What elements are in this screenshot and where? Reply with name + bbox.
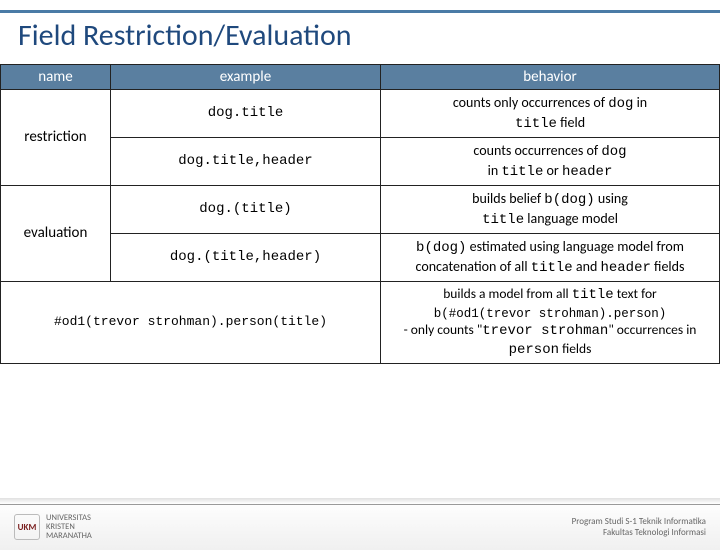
slide-footer: UKM UNIVERSITAS KRISTEN MARANATHA Progra… (0, 504, 720, 550)
table-row: evaluation dog.(title) builds belief b(d… (1, 186, 720, 234)
behavior-cell: builds a model from all title text for b… (381, 282, 720, 364)
col-header-behavior: behavior (381, 65, 720, 90)
example-cell: dog.title (111, 90, 381, 138)
accent-line (0, 10, 720, 13)
example-cell: dog.title,header (111, 138, 381, 186)
table-row: #od1(trevor strohman).person(title) buil… (1, 282, 720, 364)
university-logo-icon: UKM (14, 514, 40, 540)
behavior-cell: b(dog) estimated using language model fr… (381, 234, 720, 282)
university-name: UNIVERSITAS KRISTEN MARANATHA (46, 514, 92, 541)
example-cell: dog.(title,header) (111, 234, 381, 282)
behavior-cell: counts only occurrences of dog in title … (381, 90, 720, 138)
footer-left: UKM UNIVERSITAS KRISTEN MARANATHA (14, 514, 92, 541)
page-title: Field Restriction/Evaluation (0, 15, 720, 64)
col-header-name: name (1, 65, 111, 90)
group-name-restriction: restriction (1, 90, 111, 186)
table-header-row: name example behavior (1, 65, 720, 90)
footer-right: Program Studi S-1 Teknik Informatika Fak… (572, 517, 706, 539)
example-cell-wide: #od1(trevor strohman).person(title) (1, 282, 381, 364)
col-header-example: example (111, 65, 381, 90)
behavior-cell: counts occurrences of dog in title or he… (381, 138, 720, 186)
behavior-cell: builds belief b(dog) using title languag… (381, 186, 720, 234)
group-name-evaluation: evaluation (1, 186, 111, 282)
restriction-table: name example behavior restriction dog.ti… (0, 64, 720, 364)
table-row: restriction dog.title counts only occurr… (1, 90, 720, 138)
example-cell: dog.(title) (111, 186, 381, 234)
